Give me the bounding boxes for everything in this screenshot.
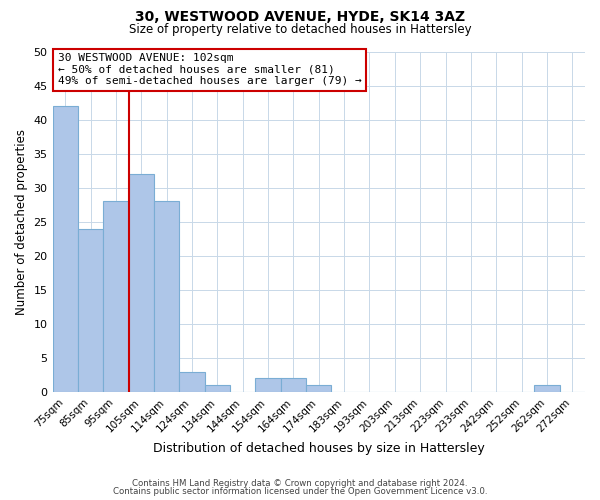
Bar (154, 202, 179, 392)
Bar (103, 202, 128, 392)
Bar (78, 228, 103, 392)
Bar (53, 106, 78, 392)
Text: Size of property relative to detached houses in Hattersley: Size of property relative to detached ho… (128, 22, 472, 36)
Y-axis label: Number of detached properties: Number of detached properties (15, 128, 28, 314)
Text: 30, WESTWOOD AVENUE, HYDE, SK14 3AZ: 30, WESTWOOD AVENUE, HYDE, SK14 3AZ (135, 10, 465, 24)
Text: Contains HM Land Registry data © Crown copyright and database right 2024.: Contains HM Land Registry data © Crown c… (132, 478, 468, 488)
Bar (281, 378, 306, 392)
X-axis label: Distribution of detached houses by size in Hattersley: Distribution of detached houses by size … (153, 442, 485, 455)
Bar (128, 174, 154, 392)
Text: 30 WESTWOOD AVENUE: 102sqm
← 50% of detached houses are smaller (81)
49% of semi: 30 WESTWOOD AVENUE: 102sqm ← 50% of deta… (58, 53, 362, 86)
Bar (534, 385, 560, 392)
Text: Contains public sector information licensed under the Open Government Licence v3: Contains public sector information licen… (113, 487, 487, 496)
Bar (306, 385, 331, 392)
Bar (179, 372, 205, 392)
Bar (205, 385, 230, 392)
Bar (256, 378, 281, 392)
